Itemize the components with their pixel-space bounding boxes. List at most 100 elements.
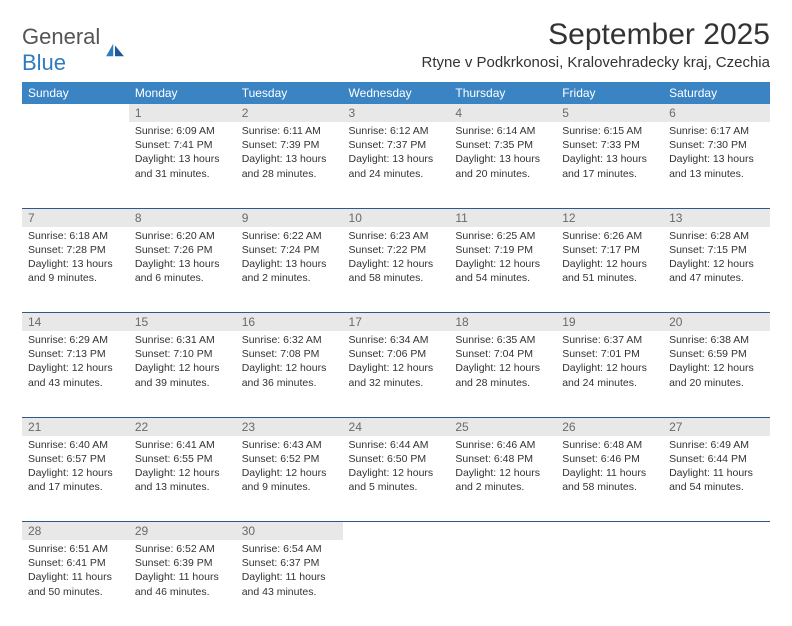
sunrise-text: Sunrise: 6:14 AM	[455, 124, 550, 138]
sunset-text: Sunset: 7:04 PM	[455, 347, 550, 361]
daylight-text: Daylight: 12 hours and 32 minutes.	[349, 361, 444, 389]
sunrise-text: Sunrise: 6:51 AM	[28, 542, 123, 556]
day-cell: Sunrise: 6:18 AMSunset: 7:28 PMDaylight:…	[22, 227, 129, 313]
sunset-text: Sunset: 6:59 PM	[669, 347, 764, 361]
day-number: 22	[129, 417, 236, 436]
day-number: 15	[129, 313, 236, 332]
day-cell: Sunrise: 6:29 AMSunset: 7:13 PMDaylight:…	[22, 331, 129, 417]
day-number: 4	[449, 104, 556, 122]
day-number: 27	[663, 417, 770, 436]
day-cell: Sunrise: 6:41 AMSunset: 6:55 PMDaylight:…	[129, 436, 236, 522]
sunset-text: Sunset: 7:33 PM	[562, 138, 657, 152]
sunrise-text: Sunrise: 6:20 AM	[135, 229, 230, 243]
day-number: 11	[449, 208, 556, 227]
sunrise-text: Sunrise: 6:11 AM	[242, 124, 337, 138]
day-cell: Sunrise: 6:44 AMSunset: 6:50 PMDaylight:…	[343, 436, 450, 522]
day-header: Wednesday	[343, 82, 450, 104]
day-number: 21	[22, 417, 129, 436]
day-number: 25	[449, 417, 556, 436]
day-cell: Sunrise: 6:22 AMSunset: 7:24 PMDaylight:…	[236, 227, 343, 313]
sunrise-text: Sunrise: 6:46 AM	[455, 438, 550, 452]
day-number: 14	[22, 313, 129, 332]
day-number: 12	[556, 208, 663, 227]
day-number: 24	[343, 417, 450, 436]
day-number	[22, 104, 129, 122]
day-number: 19	[556, 313, 663, 332]
location-text: Rtyne v Podkrkonosi, Kralovehradecky kra…	[422, 54, 771, 71]
day-cell	[449, 540, 556, 626]
sunset-text: Sunset: 7:08 PM	[242, 347, 337, 361]
day-number	[663, 522, 770, 541]
day-header-row: Sunday Monday Tuesday Wednesday Thursday…	[22, 82, 770, 104]
sunrise-text: Sunrise: 6:29 AM	[28, 333, 123, 347]
day-header: Thursday	[449, 82, 556, 104]
sunrise-text: Sunrise: 6:48 AM	[562, 438, 657, 452]
daylight-text: Daylight: 12 hours and 58 minutes.	[349, 257, 444, 285]
sunrise-text: Sunrise: 6:12 AM	[349, 124, 444, 138]
day-cell: Sunrise: 6:51 AMSunset: 6:41 PMDaylight:…	[22, 540, 129, 626]
sunrise-text: Sunrise: 6:25 AM	[455, 229, 550, 243]
daylight-text: Daylight: 12 hours and 17 minutes.	[28, 466, 123, 494]
sunset-text: Sunset: 7:01 PM	[562, 347, 657, 361]
day-cell	[663, 540, 770, 626]
daylight-text: Daylight: 12 hours and 39 minutes.	[135, 361, 230, 389]
sunset-text: Sunset: 7:10 PM	[135, 347, 230, 361]
day-cell: Sunrise: 6:32 AMSunset: 7:08 PMDaylight:…	[236, 331, 343, 417]
day-cell: Sunrise: 6:34 AMSunset: 7:06 PMDaylight:…	[343, 331, 450, 417]
daynum-row: 14151617181920	[22, 313, 770, 332]
day-cell: Sunrise: 6:54 AMSunset: 6:37 PMDaylight:…	[236, 540, 343, 626]
day-number: 2	[236, 104, 343, 122]
logo-text-general: General	[22, 24, 100, 49]
week-row: Sunrise: 6:09 AMSunset: 7:41 PMDaylight:…	[22, 122, 770, 208]
daylight-text: Daylight: 13 hours and 24 minutes.	[349, 152, 444, 180]
sunset-text: Sunset: 6:46 PM	[562, 452, 657, 466]
daylight-text: Daylight: 11 hours and 50 minutes.	[28, 570, 123, 598]
title-block: September 2025 Rtyne v Podkrkonosi, Kral…	[422, 18, 771, 71]
day-cell: Sunrise: 6:12 AMSunset: 7:37 PMDaylight:…	[343, 122, 450, 208]
daylight-text: Daylight: 12 hours and 28 minutes.	[455, 361, 550, 389]
sunrise-text: Sunrise: 6:52 AM	[135, 542, 230, 556]
day-cell: Sunrise: 6:26 AMSunset: 7:17 PMDaylight:…	[556, 227, 663, 313]
sunset-text: Sunset: 7:17 PM	[562, 243, 657, 257]
daylight-text: Daylight: 13 hours and 2 minutes.	[242, 257, 337, 285]
sunset-text: Sunset: 7:24 PM	[242, 243, 337, 257]
sunset-text: Sunset: 6:50 PM	[349, 452, 444, 466]
day-cell: Sunrise: 6:37 AMSunset: 7:01 PMDaylight:…	[556, 331, 663, 417]
day-number: 16	[236, 313, 343, 332]
sunrise-text: Sunrise: 6:22 AM	[242, 229, 337, 243]
sunset-text: Sunset: 7:22 PM	[349, 243, 444, 257]
sunset-text: Sunset: 6:44 PM	[669, 452, 764, 466]
day-header: Saturday	[663, 82, 770, 104]
day-number	[556, 522, 663, 541]
sunset-text: Sunset: 6:41 PM	[28, 556, 123, 570]
day-number: 18	[449, 313, 556, 332]
week-row: Sunrise: 6:51 AMSunset: 6:41 PMDaylight:…	[22, 540, 770, 626]
daylight-text: Daylight: 12 hours and 36 minutes.	[242, 361, 337, 389]
daylight-text: Daylight: 11 hours and 58 minutes.	[562, 466, 657, 494]
daylight-text: Daylight: 13 hours and 13 minutes.	[669, 152, 764, 180]
daylight-text: Daylight: 12 hours and 20 minutes.	[669, 361, 764, 389]
day-number: 1	[129, 104, 236, 122]
sunset-text: Sunset: 7:30 PM	[669, 138, 764, 152]
day-cell: Sunrise: 6:09 AMSunset: 7:41 PMDaylight:…	[129, 122, 236, 208]
day-cell: Sunrise: 6:25 AMSunset: 7:19 PMDaylight:…	[449, 227, 556, 313]
sunset-text: Sunset: 7:39 PM	[242, 138, 337, 152]
day-cell: Sunrise: 6:31 AMSunset: 7:10 PMDaylight:…	[129, 331, 236, 417]
day-number: 5	[556, 104, 663, 122]
daynum-row: 21222324252627	[22, 417, 770, 436]
day-number: 10	[343, 208, 450, 227]
sunrise-text: Sunrise: 6:26 AM	[562, 229, 657, 243]
daylight-text: Daylight: 12 hours and 54 minutes.	[455, 257, 550, 285]
calendar-table: Sunday Monday Tuesday Wednesday Thursday…	[22, 82, 770, 626]
sunrise-text: Sunrise: 6:32 AM	[242, 333, 337, 347]
daylight-text: Daylight: 13 hours and 6 minutes.	[135, 257, 230, 285]
sunset-text: Sunset: 7:06 PM	[349, 347, 444, 361]
day-cell: Sunrise: 6:15 AMSunset: 7:33 PMDaylight:…	[556, 122, 663, 208]
daylight-text: Daylight: 12 hours and 9 minutes.	[242, 466, 337, 494]
day-number: 20	[663, 313, 770, 332]
week-row: Sunrise: 6:29 AMSunset: 7:13 PMDaylight:…	[22, 331, 770, 417]
sunset-text: Sunset: 6:37 PM	[242, 556, 337, 570]
day-number: 3	[343, 104, 450, 122]
sunrise-text: Sunrise: 6:28 AM	[669, 229, 764, 243]
sunrise-text: Sunrise: 6:41 AM	[135, 438, 230, 452]
